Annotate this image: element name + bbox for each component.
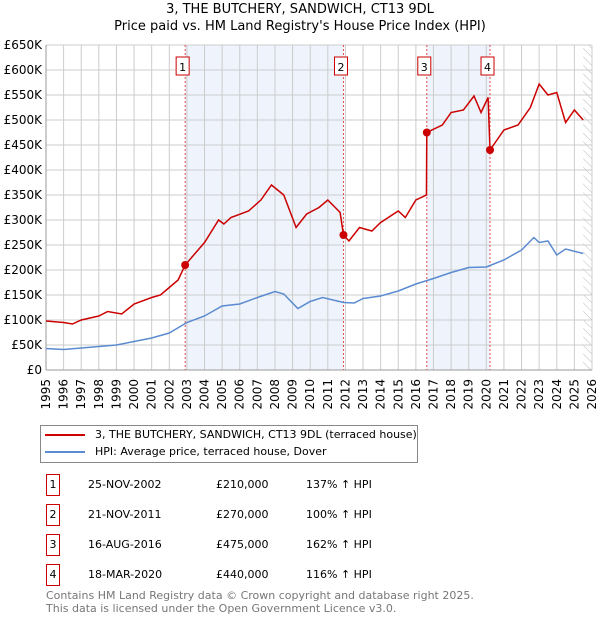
x-tick-label: 2020 [479, 379, 493, 410]
sale-date: 18-MAR-2020 [88, 568, 163, 581]
x-tick-label: 2015 [391, 379, 405, 410]
sale-number-box [417, 56, 432, 76]
y-tick-label: £0 [27, 363, 42, 377]
y-tick-label: £200K [4, 263, 44, 277]
x-tick-label: 1999 [109, 379, 123, 410]
legend: 3, THE BUTCHERY, SANDWICH, CT13 9DL (ter… [40, 425, 418, 463]
y-tick-label: £450K [4, 138, 44, 152]
x-tick-label: 2008 [268, 379, 282, 410]
y-tick-label: £600K [4, 63, 44, 77]
sale-number-label: 1 [179, 61, 186, 74]
y-tick-label: £300K [4, 213, 44, 227]
sale-number-label: 2 [337, 61, 344, 74]
x-tick-label: 2014 [374, 379, 388, 410]
x-tick-label: 2021 [497, 379, 511, 410]
sale-date: 16-AUG-2016 [88, 538, 162, 551]
sale-point [339, 231, 348, 239]
legend-item-hpi: HPI: Average price, terraced house, Dove… [45, 445, 327, 459]
sale-hpi-change: 100% ↑ HPI [306, 508, 372, 521]
x-tick-label: 2012 [338, 379, 352, 410]
y-tick-label: £350K [4, 188, 44, 202]
sale-number-label: 4 [484, 61, 491, 74]
x-tick-label: 2026 [585, 379, 599, 410]
sale-date: 25-NOV-2002 [88, 478, 162, 491]
price-chart: £0 £50K £100K £150K £200K £250K £300K £350K £400… [4, 38, 599, 410]
sale-row: 3 16-AUG-2016 £475,000 162% ↑ HPI [46, 534, 546, 556]
chart-subtitle: Price paid vs. HM Land Registry's House … [114, 19, 486, 34]
y-tick-label: £250K [4, 238, 44, 252]
sale-point [422, 128, 431, 137]
y-tick-label: £150K [4, 288, 44, 302]
sale-number-label: 3 [421, 61, 428, 74]
x-tick-label: 2006 [233, 379, 247, 410]
chart-title: 3, THE BUTCHERY, SANDWICH, CT13 9DL [166, 2, 434, 17]
sale-number-box [175, 56, 190, 76]
sale-number-badge: 3 [46, 534, 60, 556]
legend-label: HPI: Average price, terraced house, Dove… [95, 445, 327, 458]
x-tick-label: 2019 [462, 379, 476, 410]
sale-number-box [480, 56, 495, 76]
forecast-hatch [583, 45, 592, 370]
legend-item-property: 3, THE BUTCHERY, SANDWICH, CT13 9DL (ter… [45, 428, 417, 442]
x-tick-label: 2007 [250, 379, 264, 410]
footer-copyright: Contains HM Land Registry data © Crown c… [46, 589, 474, 602]
x-tick-label: 2018 [444, 379, 458, 410]
sale-point [181, 261, 190, 269]
sale-price: £475,000 [216, 538, 269, 551]
sale-row: 4 18-MAR-2020 £440,000 116% ↑ HPI [46, 564, 546, 586]
x-tick-label: 2016 [409, 379, 423, 410]
x-tick-label: 2013 [356, 379, 370, 410]
sale-number-badge: 1 [46, 474, 60, 496]
hpi-line [45, 236, 584, 351]
sale-price: £270,000 [216, 508, 269, 521]
sale-hpi-change: 137% ↑ HPI [306, 478, 372, 491]
sale-number-box [333, 56, 348, 76]
x-tick-label: 2005 [215, 379, 229, 410]
y-tick-label: £650K [4, 38, 44, 52]
x-tick-label: 2004 [198, 379, 212, 410]
property-price-line [45, 82, 584, 325]
x-tick-label: 2011 [321, 379, 335, 410]
sale-date: 21-NOV-2011 [88, 508, 162, 521]
sale-period-shade [426, 45, 491, 370]
sale-row: 1 25-NOV-2002 £210,000 137% ↑ HPI [46, 474, 546, 496]
y-tick-label: £400K [4, 163, 44, 177]
sale-period-shade [185, 45, 344, 370]
x-tick-label: 2009 [286, 379, 300, 410]
sale-hpi-change: 116% ↑ HPI [306, 568, 372, 581]
y-tick-label: £100K [4, 313, 44, 327]
x-tick-label: 2024 [550, 379, 564, 410]
legend-label: 3, THE BUTCHERY, SANDWICH, CT13 9DL (ter… [95, 428, 417, 441]
footer-licence: This data is licensed under the Open Gov… [46, 602, 397, 615]
y-tick-label: £550K [4, 88, 44, 102]
sale-hpi-change: 162% ↑ HPI [306, 538, 372, 551]
x-tick-label: 1998 [92, 379, 106, 410]
legend-swatch-hpi [45, 451, 85, 453]
x-tick-label: 1997 [74, 379, 88, 410]
x-tick-label: 2000 [127, 379, 141, 410]
y-tick-label: £50K [11, 338, 43, 352]
legend-swatch-property [45, 434, 85, 436]
x-tick-label: 2022 [515, 379, 529, 410]
x-tick-label: 1995 [39, 379, 53, 410]
x-tick-label: 2003 [180, 379, 194, 410]
x-tick-label: 2001 [145, 379, 159, 410]
sale-price: £440,000 [216, 568, 269, 581]
x-tick-label: 2010 [303, 379, 317, 410]
x-tick-label: 2023 [532, 379, 546, 410]
x-tick-label: 2002 [162, 379, 176, 410]
sale-point [486, 146, 495, 154]
sale-row: 2 21-NOV-2011 £270,000 100% ↑ HPI [46, 504, 546, 526]
x-tick-label: 2017 [426, 379, 440, 410]
sale-price: £210,000 [216, 478, 269, 491]
sale-number-badge: 2 [46, 504, 60, 526]
x-tick-label: 1996 [57, 379, 71, 410]
y-tick-label: £500K [4, 113, 44, 127]
sale-number-badge: 4 [46, 564, 60, 586]
x-tick-label: 2025 [567, 379, 581, 410]
